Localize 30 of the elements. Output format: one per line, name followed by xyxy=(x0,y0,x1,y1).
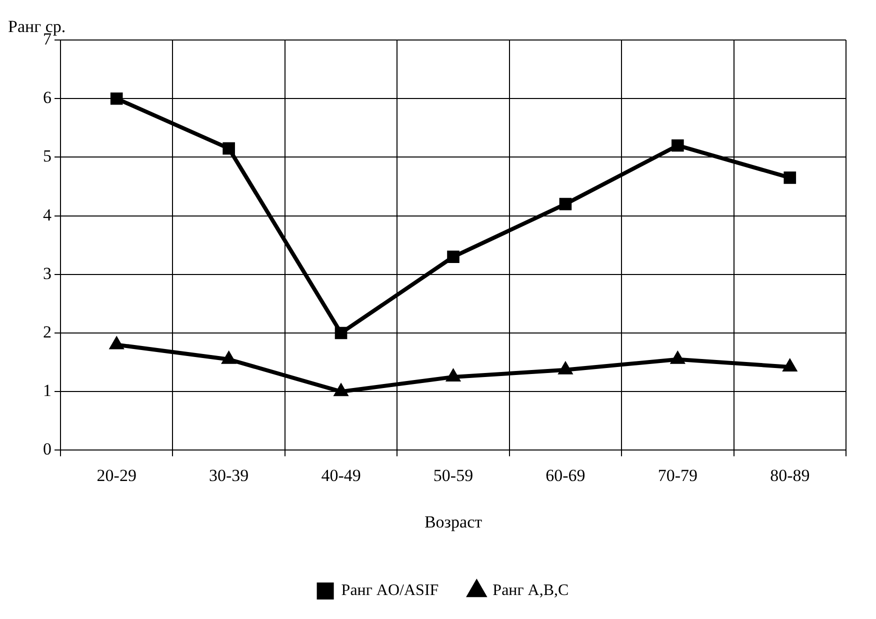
x-tick-label: 60-69 xyxy=(546,466,586,485)
y-tick-label: 6 xyxy=(43,88,52,108)
legend-label: Ранг A,B,C xyxy=(492,582,569,600)
point xyxy=(782,358,798,372)
point xyxy=(221,350,236,364)
point xyxy=(334,383,348,396)
legend-label: Ранг AO/ASIF xyxy=(341,582,439,600)
y-tick-label: 5 xyxy=(43,146,52,166)
x-tick-label: 80-89 xyxy=(770,466,810,485)
point xyxy=(110,92,123,105)
x-axis-title: Возраст xyxy=(424,512,483,532)
point xyxy=(446,368,461,382)
y-tick-label: 1 xyxy=(43,381,52,400)
y-tick-label: 0 xyxy=(43,440,52,459)
point xyxy=(447,250,460,263)
y-tick-label: 2 xyxy=(43,322,52,342)
x-tick-label: 30-39 xyxy=(208,466,249,485)
point xyxy=(559,198,572,210)
point xyxy=(109,336,124,350)
point xyxy=(558,361,573,374)
y-tick-label: 4 xyxy=(43,205,52,224)
x-tick-label: 50-59 xyxy=(433,466,474,485)
x-tick-label: 20-29 xyxy=(96,466,136,485)
point xyxy=(670,350,686,364)
point xyxy=(222,142,235,155)
x-tick-label: 70-79 xyxy=(658,466,698,485)
point xyxy=(784,172,796,184)
point xyxy=(672,139,684,152)
x-tick-label: 40-49 xyxy=(321,466,361,485)
y-tick-label: 3 xyxy=(43,264,52,283)
